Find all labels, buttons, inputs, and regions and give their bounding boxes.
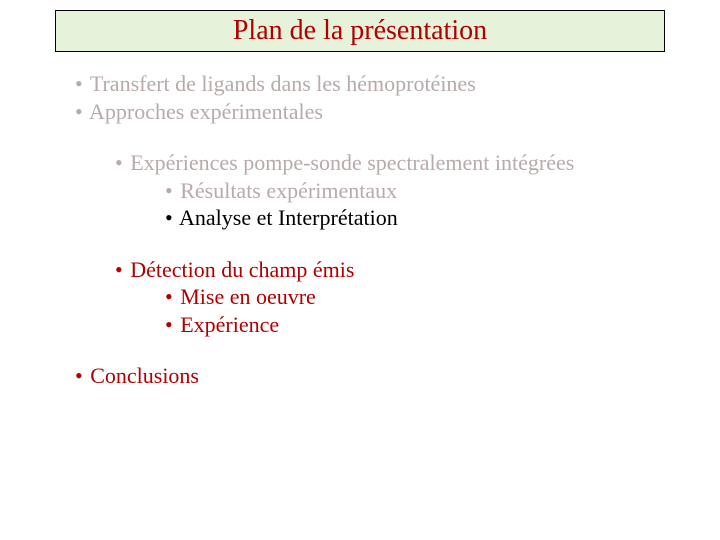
bullet-text: Résultats expérimentaux (180, 178, 397, 203)
bullet-level1: • Conclusions (75, 362, 675, 390)
bullet-icon: • (165, 312, 173, 337)
bullet-icon: • (165, 205, 173, 230)
bullet-text: Expérience (180, 312, 279, 337)
bullet-text: Analyse et Interprétation (179, 205, 398, 230)
bullet-text: Détection du champ émis (130, 257, 354, 282)
bullet-level2: • Expériences pompe-sonde spectralement … (115, 149, 675, 177)
bullet-text: Approches expérimentales (89, 99, 323, 124)
bullet-icon: • (75, 99, 83, 124)
slide-title: Plan de la présentation (233, 15, 487, 47)
bullet-text: Expériences pompe-sonde spectralement in… (130, 150, 574, 175)
bullet-icon: • (75, 363, 83, 388)
bullet-icon: • (115, 150, 123, 175)
bullet-text: Conclusions (90, 363, 199, 388)
bullet-level2: • Détection du champ émis (115, 256, 675, 284)
bullet-text: Transfert de ligands dans les hémoprotéi… (90, 71, 476, 96)
bullet-text: Mise en oeuvre (180, 284, 316, 309)
bullet-level1: • Approches expérimentales (75, 98, 675, 126)
bullet-level1: • Transfert de ligands dans les hémoprot… (75, 70, 675, 98)
outline-content: • Transfert de ligands dans les hémoprot… (75, 70, 675, 390)
bullet-icon: • (75, 71, 83, 96)
bullet-level3: • Analyse et Interprétation (165, 204, 675, 232)
bullet-level3: • Mise en oeuvre (165, 283, 675, 311)
bullet-icon: • (165, 284, 173, 309)
title-box: Plan de la présentation (55, 10, 665, 52)
bullet-level3: • Résultats expérimentaux (165, 177, 675, 205)
bullet-icon: • (165, 178, 173, 203)
bullet-icon: • (115, 257, 123, 282)
bullet-level3: • Expérience (165, 311, 675, 339)
